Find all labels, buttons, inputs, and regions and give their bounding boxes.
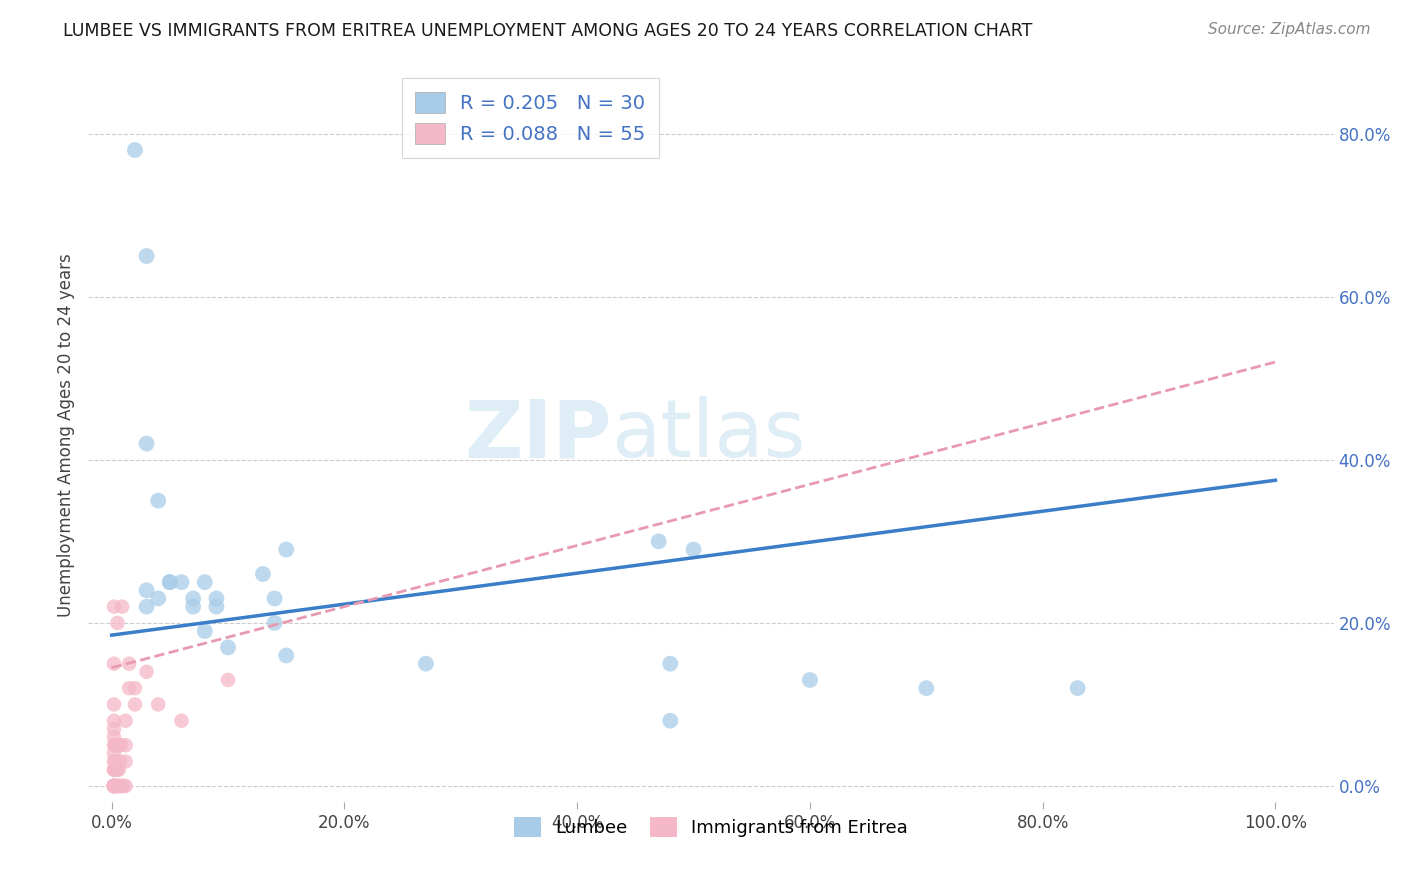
- Point: [124, 143, 146, 157]
- Point: [107, 615, 129, 630]
- Point: [194, 575, 217, 590]
- Point: [111, 779, 134, 793]
- Point: [107, 779, 129, 793]
- Point: [118, 657, 141, 671]
- Point: [104, 755, 127, 769]
- Point: [135, 599, 157, 614]
- Point: [103, 779, 125, 793]
- Point: [112, 779, 135, 793]
- Point: [103, 779, 125, 793]
- Point: [103, 722, 125, 736]
- Point: [124, 698, 146, 712]
- Point: [103, 779, 125, 793]
- Point: [108, 755, 131, 769]
- Point: [181, 591, 204, 606]
- Point: [263, 615, 285, 630]
- Point: [159, 575, 181, 590]
- Point: [103, 755, 125, 769]
- Point: [159, 575, 181, 590]
- Point: [103, 779, 125, 793]
- Point: [103, 779, 125, 793]
- Point: [659, 714, 682, 728]
- Point: [103, 779, 125, 793]
- Point: [799, 673, 821, 687]
- Point: [108, 779, 131, 793]
- Point: [415, 657, 437, 671]
- Point: [104, 763, 127, 777]
- Point: [107, 779, 129, 793]
- Point: [103, 763, 125, 777]
- Point: [103, 779, 125, 793]
- Point: [181, 599, 204, 614]
- Point: [205, 599, 228, 614]
- Point: [135, 436, 157, 450]
- Point: [103, 779, 125, 793]
- Point: [107, 763, 129, 777]
- Point: [103, 730, 125, 744]
- Y-axis label: Unemployment Among Ages 20 to 24 years: Unemployment Among Ages 20 to 24 years: [58, 253, 75, 617]
- Point: [107, 738, 129, 752]
- Point: [114, 738, 136, 752]
- Point: [110, 779, 132, 793]
- Point: [114, 755, 136, 769]
- Point: [104, 779, 127, 793]
- Point: [135, 583, 157, 598]
- Point: [118, 681, 141, 695]
- Point: [103, 714, 125, 728]
- Point: [170, 714, 193, 728]
- Point: [103, 747, 125, 761]
- Legend: Lumbee, Immigrants from Eritrea: Lumbee, Immigrants from Eritrea: [508, 810, 915, 845]
- Point: [107, 738, 129, 752]
- Point: [103, 599, 125, 614]
- Point: [263, 591, 285, 606]
- Point: [148, 493, 170, 508]
- Text: LUMBEE VS IMMIGRANTS FROM ERITREA UNEMPLOYMENT AMONG AGES 20 TO 24 YEARS CORRELA: LUMBEE VS IMMIGRANTS FROM ERITREA UNEMPL…: [63, 22, 1032, 40]
- Point: [194, 624, 217, 638]
- Point: [124, 681, 146, 695]
- Point: [170, 575, 193, 590]
- Point: [135, 665, 157, 679]
- Point: [252, 566, 274, 581]
- Point: [103, 763, 125, 777]
- Point: [659, 657, 682, 671]
- Point: [217, 673, 239, 687]
- Point: [103, 738, 125, 752]
- Point: [111, 599, 134, 614]
- Point: [682, 542, 704, 557]
- Point: [148, 591, 170, 606]
- Text: atlas: atlas: [612, 396, 806, 475]
- Point: [103, 779, 125, 793]
- Point: [104, 779, 127, 793]
- Point: [647, 534, 669, 549]
- Point: [217, 640, 239, 655]
- Point: [148, 698, 170, 712]
- Point: [107, 763, 129, 777]
- Point: [103, 657, 125, 671]
- Point: [1066, 681, 1088, 695]
- Point: [114, 779, 136, 793]
- Text: ZIP: ZIP: [464, 396, 612, 475]
- Point: [110, 738, 132, 752]
- Point: [205, 591, 228, 606]
- Point: [105, 779, 128, 793]
- Point: [104, 738, 127, 752]
- Point: [105, 763, 128, 777]
- Point: [103, 698, 125, 712]
- Point: [103, 779, 125, 793]
- Point: [276, 542, 298, 557]
- Point: [915, 681, 938, 695]
- Text: Source: ZipAtlas.com: Source: ZipAtlas.com: [1208, 22, 1371, 37]
- Point: [135, 249, 157, 263]
- Point: [105, 738, 128, 752]
- Point: [276, 648, 298, 663]
- Point: [114, 714, 136, 728]
